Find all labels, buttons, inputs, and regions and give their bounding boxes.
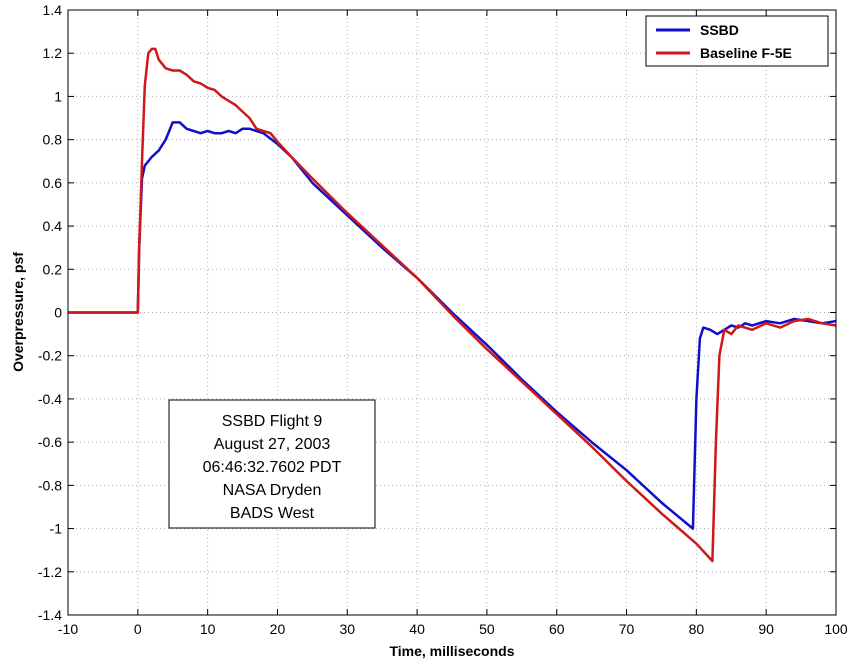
- series-line-ssbd: [68, 121, 837, 530]
- x-tick-label: 20: [270, 621, 286, 637]
- x-tick-label: 50: [479, 621, 495, 637]
- legend-box: [645, 15, 829, 67]
- y-tick-label: 0.4: [43, 218, 63, 234]
- y-tick-label: -0.8: [38, 477, 62, 493]
- y-tick-label: -1.2: [38, 564, 62, 580]
- legend: SSBD Baseline F-5E: [645, 15, 829, 67]
- x-axis-title: Time, milliseconds: [389, 643, 514, 659]
- y-tick-label: -0.4: [38, 391, 62, 407]
- y-tick-label: 0.8: [43, 132, 63, 148]
- series-group: [68, 47, 837, 563]
- x-tick-label: 30: [339, 621, 355, 637]
- y-tick-label: 0.6: [43, 175, 63, 191]
- y-tick-label: -1.4: [38, 607, 62, 623]
- annotation-line-5: BADS West: [230, 505, 315, 522]
- y-tick-label: -0.6: [38, 434, 62, 450]
- y-tick-label: 1.4: [43, 2, 63, 18]
- y-tick-label: 1: [54, 88, 62, 104]
- x-tick-label: 10: [200, 621, 216, 637]
- plot-frame: [67, 9, 837, 616]
- axis-ticks: -10 0 10 20 30 40 50 60 70 80 90 1001.41.210.80.60.…: [38, 2, 848, 637]
- y-tick-label: 0.2: [43, 261, 63, 277]
- y-tick-label: 1.2: [43, 45, 63, 61]
- y-tick-label: 0: [54, 305, 62, 321]
- x-tick-label: 90: [758, 621, 774, 637]
- legend-label-baseline: Baseline F-5E: [700, 45, 792, 61]
- x-tick-label: 100: [824, 621, 848, 637]
- annotation-line-1: SSBD Flight 9: [222, 413, 323, 430]
- series-line-baseline-f5e: [68, 47, 837, 563]
- x-tick-label: 0: [134, 621, 142, 637]
- annotation-frame: [168, 399, 376, 529]
- x-tick-label: 40: [409, 621, 425, 637]
- y-tick-label: -0.2: [38, 348, 62, 364]
- x-tick-label: 80: [689, 621, 705, 637]
- legend-label-ssbd: SSBD: [700, 22, 739, 38]
- y-axis-title: Overpressure, psf: [10, 252, 26, 372]
- annotation-box: SSBD Flight 9 August 27, 2003 06:46:32.7…: [168, 399, 376, 529]
- annotation-line-2: August 27, 2003: [214, 436, 331, 453]
- x-tick-label: -10: [58, 621, 78, 637]
- y-tick-label: -1: [50, 521, 63, 537]
- x-tick-label: 60: [549, 621, 565, 637]
- x-tick-label: 70: [619, 621, 635, 637]
- annotation-line-3: 06:46:32.7602 PDT: [203, 459, 342, 476]
- annotation-line-4: NASA Dryden: [223, 482, 322, 499]
